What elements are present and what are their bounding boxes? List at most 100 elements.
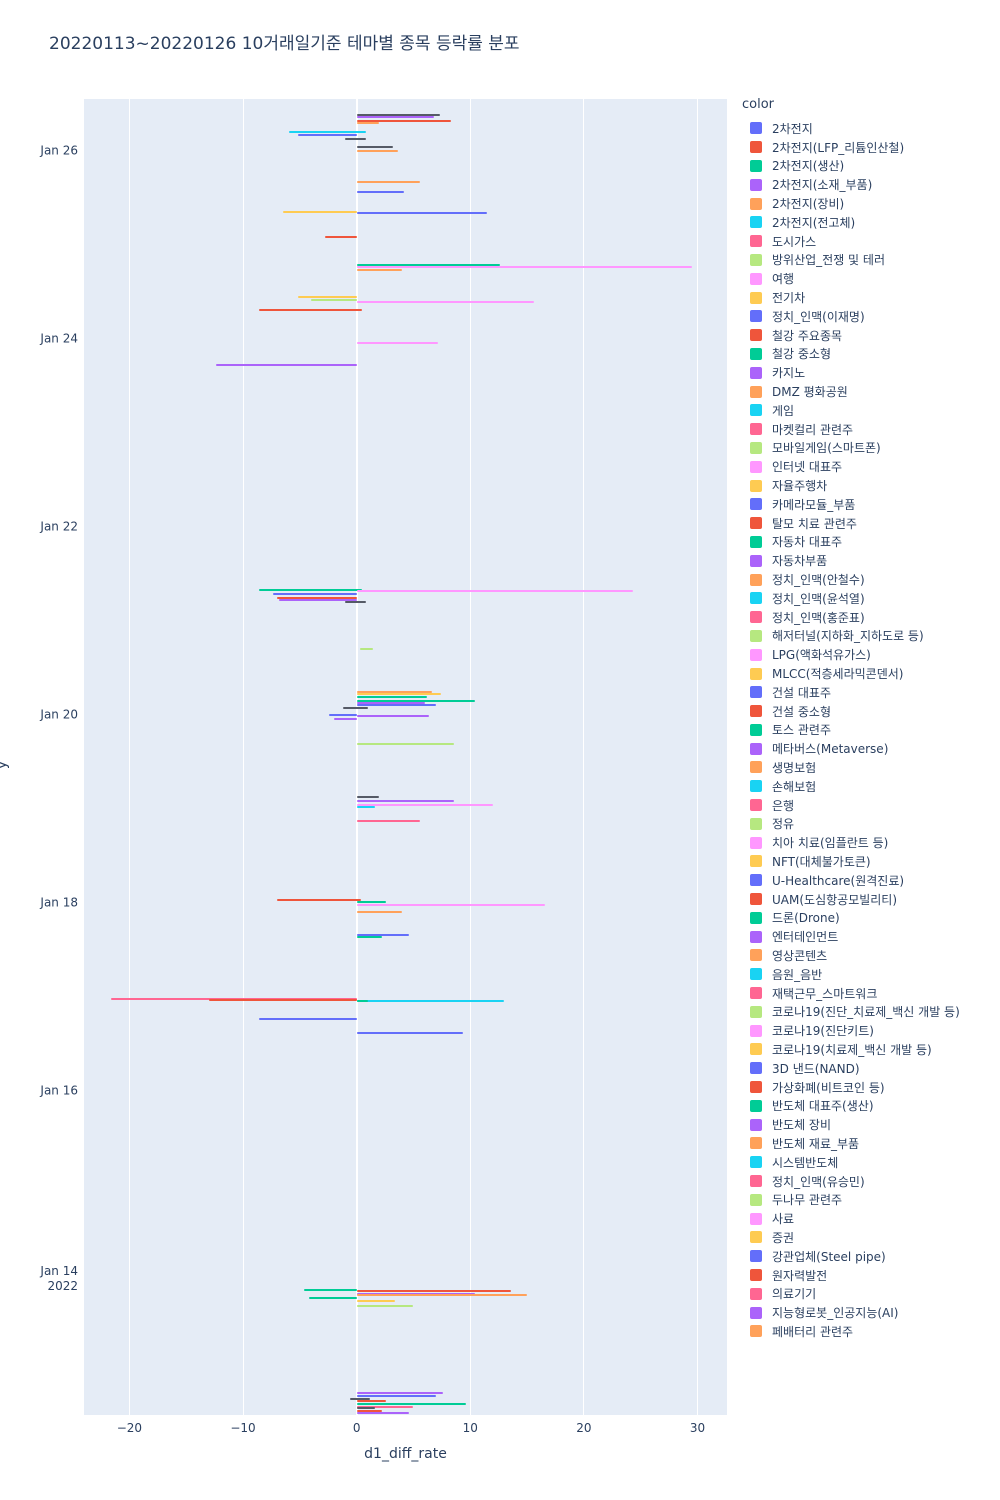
legend-item[interactable]: 도시가스 [740, 232, 998, 251]
legend-item[interactable]: 철강 중소형 [740, 345, 998, 364]
legend-item[interactable]: DMZ 평화공원 [740, 382, 998, 401]
legend-item-label: 강관업체(Steel pipe) [772, 1249, 886, 1264]
legend-item[interactable]: 인터넷 대표주 [740, 457, 998, 476]
legend-item-label: 시스템반도체 [772, 1155, 839, 1170]
legend-item[interactable]: 해저터널(지하화_지하도로 등) [740, 627, 998, 646]
y-tick-sublabel: 2022 [47, 1278, 78, 1293]
legend-item[interactable]: 정치_인맥(이재명) [740, 307, 998, 326]
legend-item[interactable]: 증권 [740, 1228, 998, 1247]
legend-swatch [750, 1193, 762, 1206]
legend-item[interactable]: 엔터테인먼트 [740, 927, 998, 946]
legend-item-label: 자동차 대표주 [772, 535, 843, 550]
legend-item[interactable]: 강관업체(Steel pipe) [740, 1247, 998, 1266]
legend-item[interactable]: 탈모 치료 관련주 [740, 514, 998, 533]
legend-item[interactable]: 여행 [740, 269, 998, 288]
legend-item[interactable]: 토스 관련주 [740, 721, 998, 740]
legend-item[interactable]: 2차전지(LFP_리튬인산철) [740, 138, 998, 157]
bar [356, 269, 403, 272]
legend-item[interactable]: 마켓컬리 관련주 [740, 420, 998, 439]
legend-item[interactable]: 두나무 관련주 [740, 1190, 998, 1209]
legend-item-label: 모바일게임(스마트폰) [772, 441, 881, 456]
legend-item[interactable]: 정유 [740, 814, 998, 833]
legend-item[interactable]: 자율주행차 [740, 476, 998, 495]
legend-swatch [750, 742, 762, 755]
legend-item[interactable]: 건설 대표주 [740, 683, 998, 702]
legend-item-label: 정치_인맥(유승민) [772, 1174, 865, 1189]
bar [324, 236, 357, 239]
bar [356, 699, 475, 702]
legend-item[interactable]: 시스템반도체 [740, 1153, 998, 1172]
legend-item[interactable]: LPG(액화석유가스) [740, 645, 998, 664]
bar [356, 1289, 512, 1292]
legend-item[interactable]: 지능형로봇_인공지능(AI) [740, 1303, 998, 1322]
legend-item-label: 철강 중소형 [772, 347, 832, 362]
legend-item[interactable]: 정치_인맥(유승민) [740, 1172, 998, 1191]
legend-item[interactable]: 코로나19(진단_치료제_백신 개발 등) [740, 1002, 998, 1021]
legend-item[interactable]: 드론(Drone) [740, 908, 998, 927]
legend-item[interactable]: 철강 주요종목 [740, 326, 998, 345]
legend-swatch [750, 761, 762, 774]
legend-swatch [750, 592, 762, 605]
legend-item[interactable]: 2차전지(장비) [740, 194, 998, 213]
legend-item[interactable]: 원자력발전 [740, 1266, 998, 1285]
legend-item[interactable]: 손해보험 [740, 777, 998, 796]
legend-item[interactable]: 가상화폐(비트코인 등) [740, 1078, 998, 1097]
legend-item-label: 드론(Drone) [772, 911, 840, 926]
legend-item[interactable]: 메타버스(Metaverse) [740, 739, 998, 758]
gridline [128, 99, 130, 1415]
legend-item-label: 사료 [772, 1212, 795, 1227]
legend-item[interactable]: 정치_인맥(안철수) [740, 570, 998, 589]
legend-item[interactable]: 코로나19(치료제_백신 개발 등) [740, 1040, 998, 1059]
bar [356, 714, 430, 717]
bar [356, 114, 440, 116]
legend-item[interactable]: 게임 [740, 401, 998, 420]
legend-item[interactable]: 음원_음반 [740, 965, 998, 984]
legend-item[interactable]: 2차전지(전고체) [740, 213, 998, 232]
bar [343, 707, 368, 710]
legend-item[interactable]: 전기차 [740, 288, 998, 307]
legend-item[interactable]: U-Healthcare(원격진료) [740, 871, 998, 890]
legend-item[interactable]: 사료 [740, 1209, 998, 1228]
legend-item[interactable]: 반도체 대표주(생산) [740, 1096, 998, 1115]
legend-item[interactable]: 반도체 장비 [740, 1115, 998, 1134]
legend-item-label: 증권 [772, 1230, 795, 1245]
legend-item-label: 두나무 관련주 [772, 1193, 843, 1208]
legend-item[interactable]: 카지노 [740, 363, 998, 382]
legend-item[interactable]: 정치_인맥(홍준표) [740, 608, 998, 627]
legend-item[interactable]: 페배터리 관련주 [740, 1322, 998, 1341]
legend-item[interactable]: 생명보험 [740, 758, 998, 777]
legend-item[interactable]: 영상콘텐츠 [740, 946, 998, 965]
legend-item[interactable]: 방위산업_전쟁 및 테러 [740, 251, 998, 270]
bar [333, 717, 357, 720]
legend-item[interactable]: 의료기기 [740, 1284, 998, 1303]
legend-item[interactable]: 건설 중소형 [740, 702, 998, 721]
y-axis-title: y [0, 761, 10, 769]
legend-item[interactable]: 2차전지(소재_부품) [740, 175, 998, 194]
legend-item[interactable]: 정치_인맥(윤석열) [740, 589, 998, 608]
legend-item[interactable]: NFT(대체불가토큰) [740, 852, 998, 871]
legend-items: 2차전지 2차전지(LFP_리튬인산철) 2차전지(생산) 2차전지(소재_부품) 2차… [740, 119, 998, 1341]
legend-item[interactable]: MLCC(적층세라믹콘덴서) [740, 664, 998, 683]
legend-swatch [750, 329, 762, 342]
legend-item[interactable]: 자동차부품 [740, 551, 998, 570]
legend-item[interactable]: UAM(도심항공모빌리티) [740, 890, 998, 909]
legend-item[interactable]: 코로나19(진단키트) [740, 1021, 998, 1040]
bar [356, 1392, 443, 1395]
legend-item[interactable]: 모바일게임(스마트폰) [740, 439, 998, 458]
legend-swatch [750, 1287, 762, 1300]
legend-item[interactable]: 치아 치료(임플란트 등) [740, 833, 998, 852]
zero-line [355, 99, 358, 1415]
legend-item[interactable]: 2차전지(생산) [740, 157, 998, 176]
legend-item[interactable]: 3D 낸드(NAND) [740, 1059, 998, 1078]
bar [272, 593, 357, 596]
legend-item[interactable]: 카메라모듈_부품 [740, 495, 998, 514]
plot-area[interactable] [84, 99, 727, 1415]
legend-item[interactable]: 은행 [740, 796, 998, 815]
legend-item[interactable]: 자동차 대표주 [740, 533, 998, 552]
legend-item[interactable]: 2차전지 [740, 119, 998, 138]
legend-item[interactable]: 반도체 재료_부품 [740, 1134, 998, 1153]
legend-item[interactable]: 재택근무_스마트워크 [740, 984, 998, 1003]
bar [356, 805, 375, 808]
bar [356, 691, 432, 694]
legend-item-label: 손해보험 [772, 779, 817, 794]
